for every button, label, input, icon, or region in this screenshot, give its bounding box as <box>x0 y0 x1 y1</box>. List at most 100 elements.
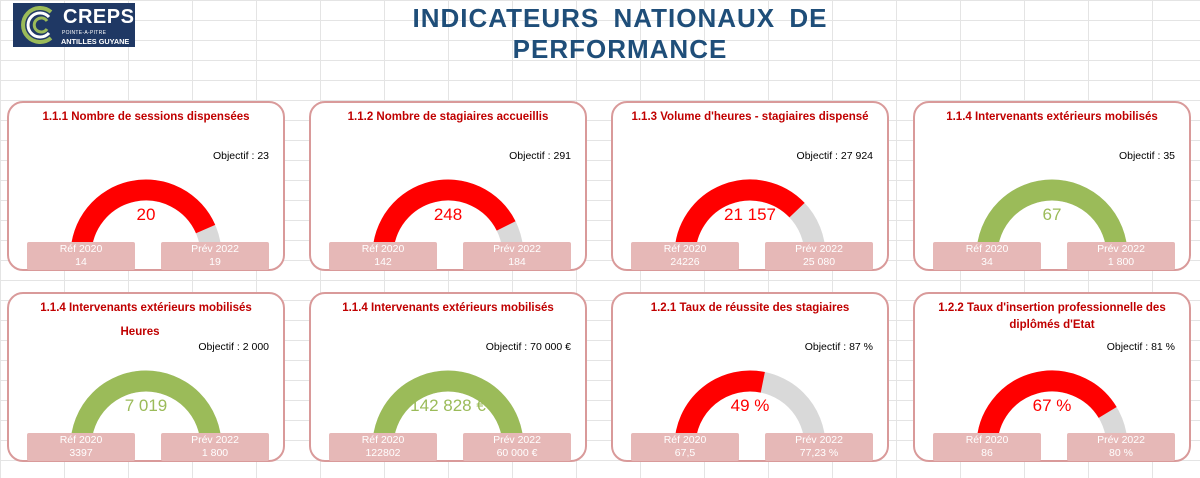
forecast-value: 25 080 <box>802 256 836 268</box>
objective-label: Objectif : 27 924 <box>796 150 873 162</box>
forecast-2022-box: Prév 2022 80 % <box>1067 433 1175 461</box>
logo-subtitle: POINTE-A-PITRE <box>62 30 107 36</box>
creps-c-icon <box>21 6 53 44</box>
forecast-value: 77,23 % <box>799 447 839 459</box>
forecast-label: Prév 2022 <box>1097 434 1145 446</box>
forecast-2022-box: Prév 2022 25 080 <box>765 242 873 270</box>
gauge-chart <box>70 370 222 447</box>
gauge-value: 21 157 <box>724 205 776 224</box>
objective-label: Objectif : 70 000 € <box>485 341 571 353</box>
reference-label: Réf 2020 <box>965 434 1009 446</box>
creps-logo: CREPS POINTE-A-PITRE ANTILLES GUYANE <box>13 3 135 47</box>
indicator-card: 1.1.1 Nombre de sessions dispensées Objec… <box>7 101 285 271</box>
reference-label: Réf 2020 <box>361 243 405 255</box>
gauge-chart <box>976 179 1128 256</box>
reference-value: 34 <box>981 256 993 268</box>
page-title: INDICATEURS NATIONAUX DE PERFORMANCE <box>412 3 828 64</box>
reference-2020-box: Réf 2020 86 <box>933 433 1041 461</box>
card-title: 1.1.3 Volume d'heures - stagiaires dispe… <box>631 111 869 123</box>
gauge-fill <box>372 179 516 256</box>
reference-label: Réf 2020 <box>663 243 707 255</box>
gauge-chart <box>372 179 524 256</box>
reference-value: 24226 <box>670 256 700 268</box>
forecast-value: 184 <box>508 256 526 268</box>
reference-label: Réf 2020 <box>663 434 707 446</box>
reference-value: 67,5 <box>674 447 696 459</box>
forecast-value: 60 000 € <box>496 447 538 459</box>
reference-value: 14 <box>75 256 87 268</box>
forecast-value: 1 800 <box>201 447 229 459</box>
gauge-fill <box>70 370 222 447</box>
forecast-label: Prév 2022 <box>191 434 239 446</box>
gauge-chart <box>674 179 826 256</box>
gauge-value: 142 828 € <box>410 396 486 415</box>
forecast-value: 80 % <box>1109 447 1133 459</box>
unit-label: Heures <box>120 326 160 338</box>
reference-label: Réf 2020 <box>59 243 103 255</box>
card-title: 1.1.1 Nombre de sessions dispensées <box>42 111 250 123</box>
gauge-fill <box>674 370 765 447</box>
forecast-label: Prév 2022 <box>795 243 843 255</box>
card-title: 1.1.4 Intervenants extérieurs mobilisés <box>946 111 1158 123</box>
gauge-chart <box>70 179 222 256</box>
reference-label: Réf 2020 <box>361 434 405 446</box>
card-title: 1.1.4 Intervenants extérieurs mobilisés <box>342 302 554 314</box>
reference-value: 86 <box>981 447 993 459</box>
card-title: 1.2.2 Taux d'insertion professionnelle d… <box>938 302 1166 331</box>
reference-2020-box: Réf 2020 122802 <box>329 433 437 461</box>
gauge-value: 67 % <box>1032 396 1072 415</box>
gauge-value: 49 % <box>730 396 770 415</box>
gauge-fill <box>674 179 805 256</box>
objective-label: Objectif : 87 % <box>804 341 873 353</box>
forecast-2022-box: Prév 2022 60 000 € <box>463 433 571 461</box>
reference-label: Réf 2020 <box>965 243 1009 255</box>
indicator-card: 1.1.2 Nombre de stagiaires accueillis Obj… <box>309 101 587 271</box>
reference-value: 122802 <box>365 447 401 459</box>
gauge-value: 20 <box>136 205 156 224</box>
indicator-card: 1.2.1 Taux de réussite des stagiaires Obj… <box>611 292 889 462</box>
forecast-2022-box: Prév 2022 1 800 <box>161 433 269 461</box>
indicator-card: 1.1.4 Intervenants extérieurs mobilisés H… <box>7 292 285 462</box>
indicator-card: 1.1.4 Intervenants extérieurs mobilisés O… <box>913 101 1191 271</box>
gauge-fill <box>372 370 524 447</box>
forecast-2022-box: Prév 2022 184 <box>463 242 571 270</box>
gauge-fill <box>976 370 1117 447</box>
gauge-fill <box>70 179 216 256</box>
forecast-label: Prév 2022 <box>1097 243 1145 255</box>
forecast-value: 19 <box>209 256 221 268</box>
reference-value: 3397 <box>69 447 93 459</box>
indicator-card: 1.1.3 Volume d'heures - stagiaires dispe… <box>611 101 889 271</box>
forecast-label: Prév 2022 <box>191 243 239 255</box>
objective-label: Objectif : 35 <box>1118 150 1175 162</box>
forecast-2022-box: Prév 2022 77,23 % <box>765 433 873 461</box>
gauge-value: 7 019 <box>124 396 168 415</box>
logo-brand: CREPS <box>63 6 135 28</box>
indicator-card: 1.1.4 Intervenants extérieurs mobilisés O… <box>309 292 587 462</box>
reference-2020-box: Réf 2020 67,5 <box>631 433 739 461</box>
reference-2020-box: Réf 2020 34 <box>933 242 1041 270</box>
objective-label: Objectif : 23 <box>212 150 269 162</box>
gauge-value: 67 <box>1042 205 1062 224</box>
forecast-label: Prév 2022 <box>493 243 541 255</box>
reference-value: 142 <box>374 256 392 268</box>
objective-label: Objectif : 291 <box>509 150 571 162</box>
gauge-chart <box>372 370 524 447</box>
indicator-card: 1.2.2 Taux d'insertion professionnelle d… <box>913 292 1191 462</box>
forecast-label: Prév 2022 <box>795 434 843 446</box>
reference-2020-box: Réf 2020 142 <box>329 242 437 270</box>
card-title: 1.2.1 Taux de réussite des stagiaires <box>650 302 850 314</box>
gauge-chart <box>674 370 826 447</box>
card-title: 1.1.4 Intervenants extérieurs mobilisés <box>40 302 252 314</box>
forecast-2022-box: Prév 2022 1 800 <box>1067 242 1175 270</box>
forecast-2022-box: Prév 2022 19 <box>161 242 269 270</box>
reference-2020-box: Réf 2020 14 <box>27 242 135 270</box>
objective-label: Objectif : 81 % <box>1106 341 1175 353</box>
reference-2020-box: Réf 2020 3397 <box>27 433 135 461</box>
card-title: 1.1.2 Nombre de stagiaires accueillis <box>347 111 549 123</box>
forecast-value: 1 800 <box>1107 256 1135 268</box>
gauge-value: 248 <box>433 205 463 224</box>
reference-2020-box: Réf 2020 24226 <box>631 242 739 270</box>
reference-label: Réf 2020 <box>59 434 103 446</box>
logo-region: ANTILLES GUYANE <box>61 37 130 46</box>
objective-label: Objectif : 2 000 <box>198 341 269 353</box>
